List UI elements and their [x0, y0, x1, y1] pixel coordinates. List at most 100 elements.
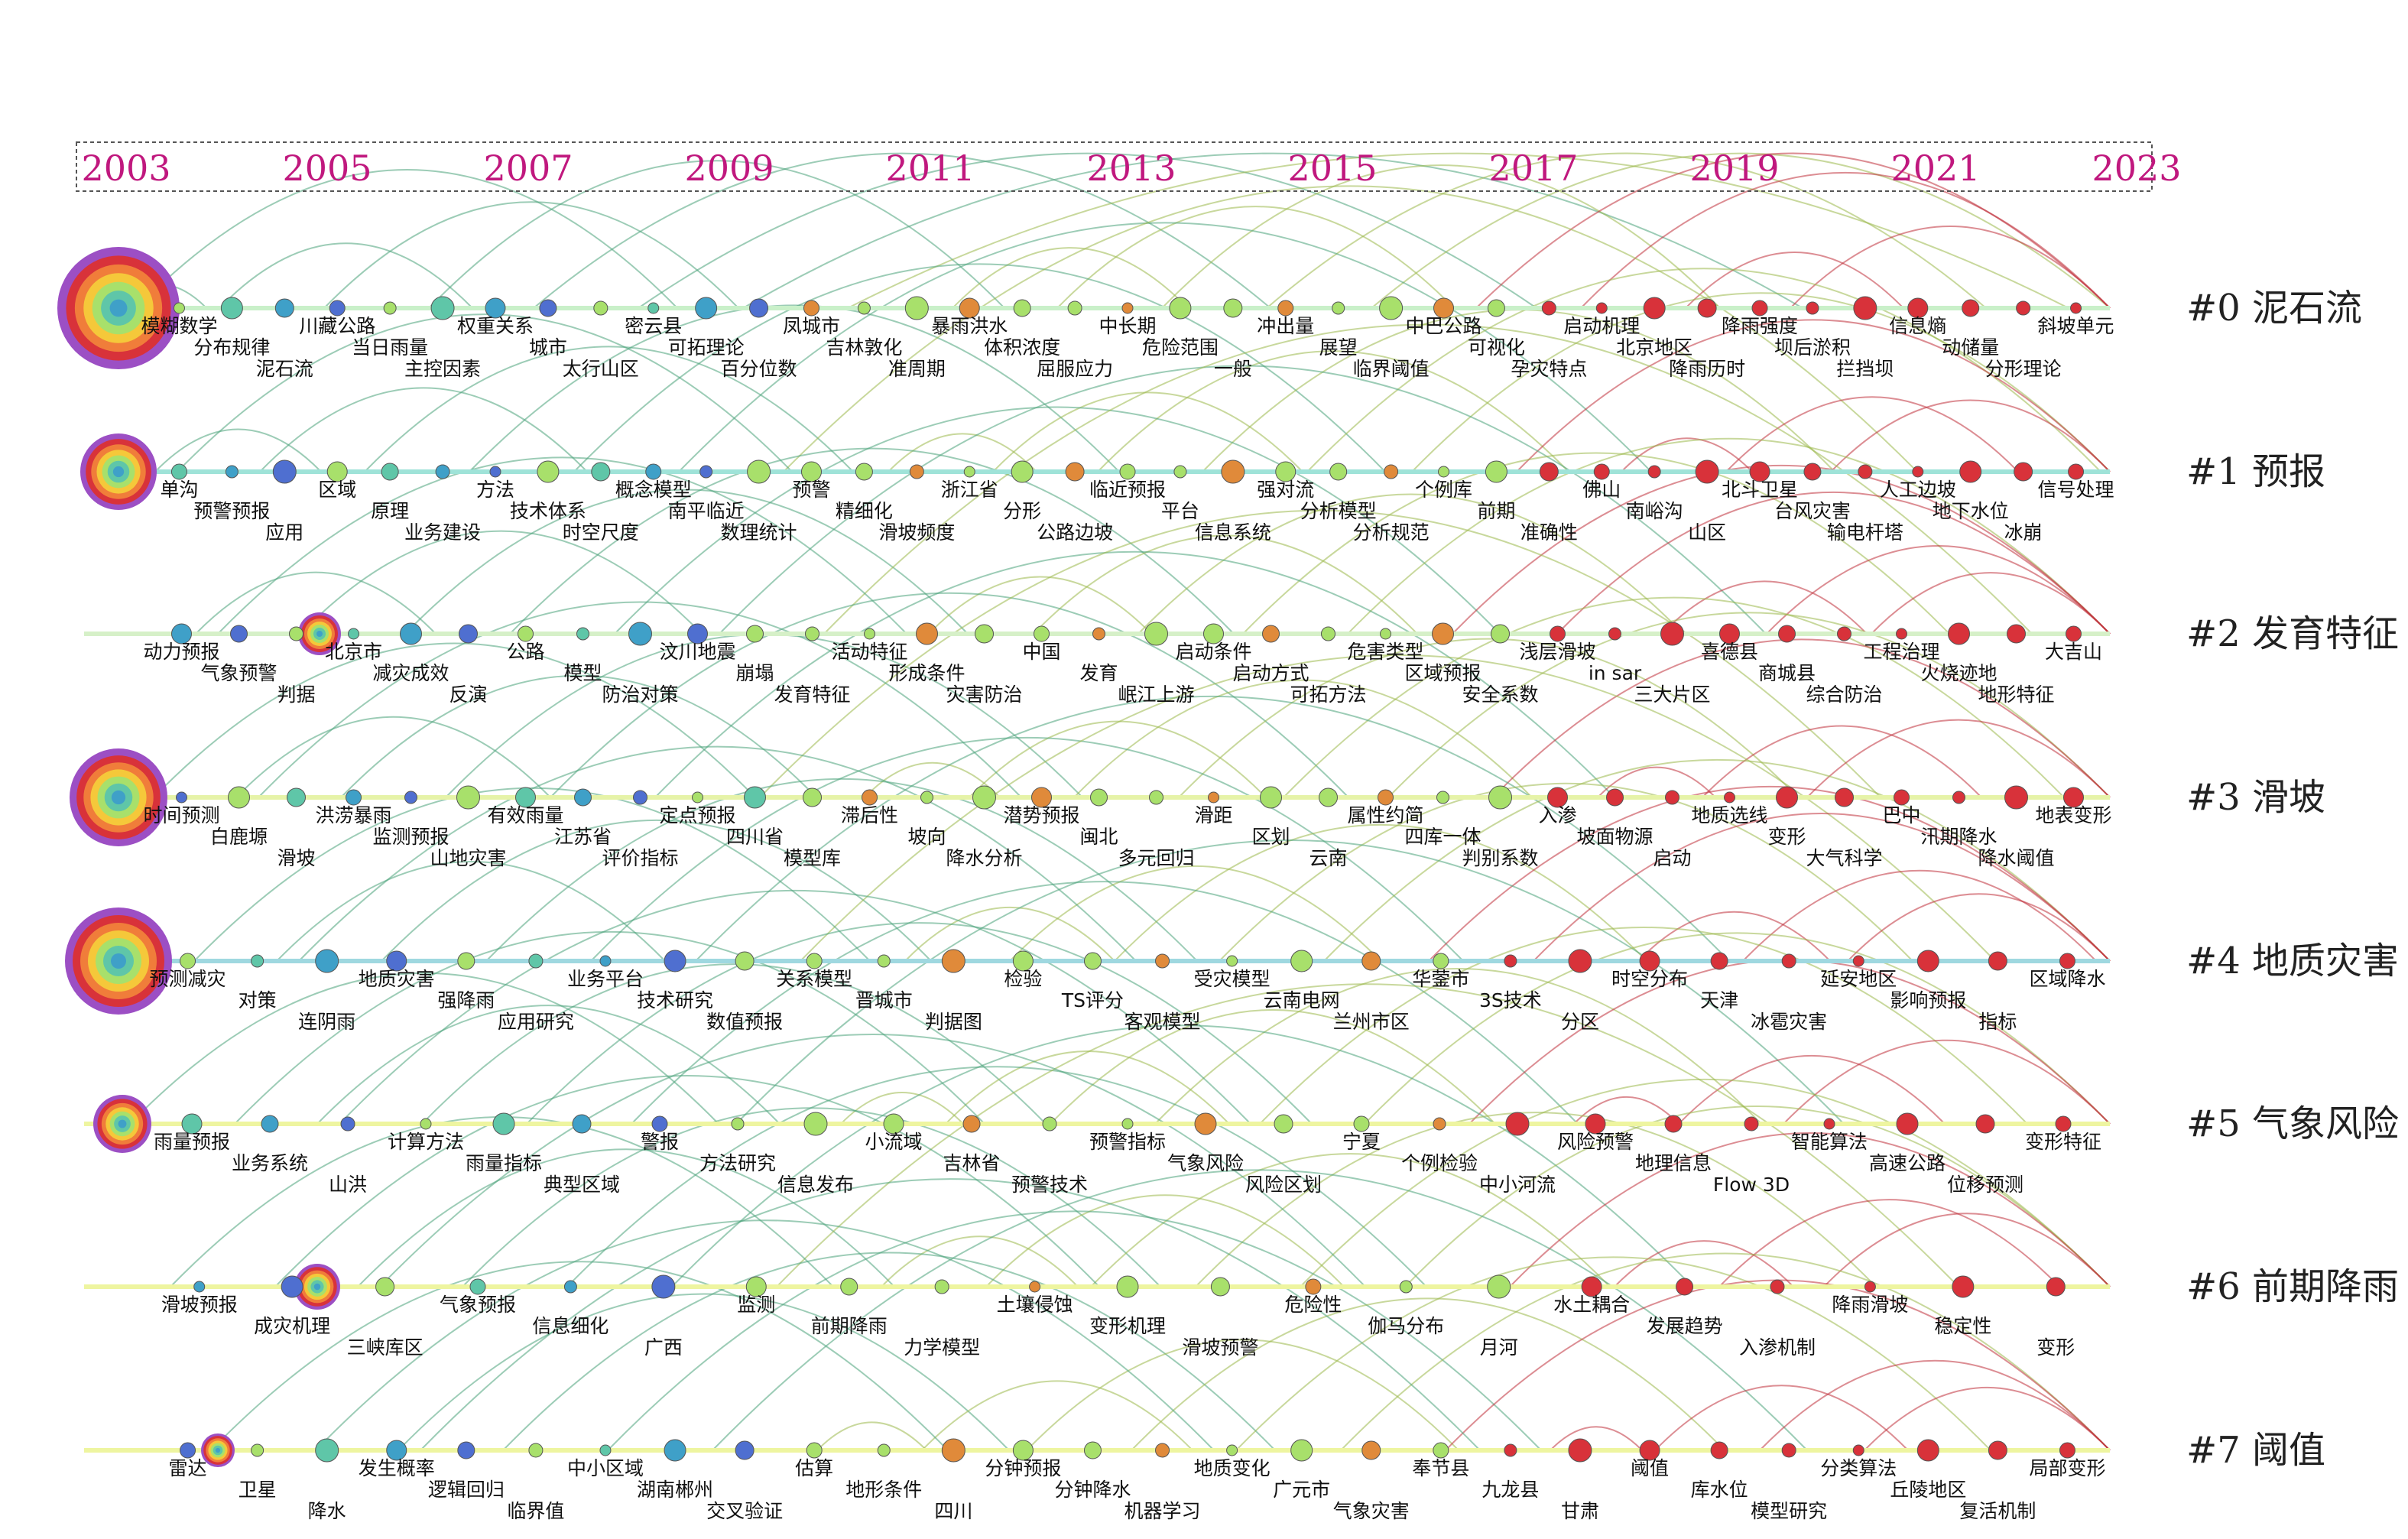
co-citation-arc — [1556, 492, 2111, 635]
keyword-node — [2068, 463, 2085, 480]
keyword-node — [1749, 461, 1770, 482]
keyword-label: 检验 — [1004, 968, 1042, 990]
keyword-node — [1169, 297, 1192, 320]
keyword-label: in sar — [1589, 662, 1642, 684]
keyword-node — [1852, 955, 1864, 967]
keyword-label: 坝后淤积 — [1774, 336, 1851, 359]
keyword-node — [745, 1276, 767, 1297]
co-citation-arc — [1614, 1240, 1794, 1287]
co-citation-arc — [1475, 152, 2111, 309]
keyword-node — [274, 298, 294, 318]
keyword-label: 大气科学 — [1806, 847, 1882, 869]
keyword-label: 人工边坡 — [1880, 479, 1956, 501]
keyword-label: 判据图 — [925, 1011, 982, 1033]
hub-node — [65, 907, 172, 1015]
cluster-label: #1 预报 — [2186, 450, 2325, 493]
keyword-node — [699, 465, 713, 479]
keyword-node — [941, 1438, 965, 1463]
keyword-node — [1664, 1115, 1683, 1133]
keyword-label: 降水 — [308, 1500, 346, 1522]
keyword-node — [492, 1112, 515, 1135]
year-label: 2011 — [885, 148, 975, 189]
co-citation-arc — [136, 169, 678, 309]
keyword-label: 发育特征 — [774, 683, 850, 706]
keyword-node — [375, 1277, 395, 1297]
keyword-node — [251, 1443, 264, 1457]
keyword-node — [1119, 463, 1136, 480]
keyword-node — [1432, 622, 1454, 645]
keyword-label: 精细化 — [836, 500, 893, 522]
keyword-label: 甘肃 — [1561, 1500, 1599, 1522]
keyword-label: 可拓方法 — [1290, 683, 1366, 706]
keyword-node — [289, 626, 303, 641]
year-label: 2005 — [282, 148, 372, 189]
keyword-node — [2055, 1115, 2072, 1132]
keyword-node — [1433, 1117, 1446, 1131]
keyword-node — [1744, 1116, 1759, 1132]
keyword-label: 临界值 — [507, 1500, 564, 1522]
keyword-label: 灾害防治 — [946, 683, 1022, 706]
co-citation-arc — [654, 550, 1615, 798]
keyword-label: 卫星 — [239, 1479, 277, 1501]
co-citation-arc — [1702, 725, 1982, 798]
keyword-label: 山洪 — [329, 1174, 367, 1196]
keyword-label: 平台 — [1161, 500, 1199, 522]
co-citation-arc — [1154, 967, 1762, 1125]
keyword-node — [170, 463, 187, 480]
keyword-label: 启动机理 — [1563, 315, 1640, 337]
keyword-node — [963, 466, 975, 478]
keyword-node — [1912, 466, 1924, 478]
keyword-label: 智能算法 — [1791, 1131, 1868, 1153]
keyword-node — [1505, 1112, 1530, 1136]
keyword-node — [2059, 953, 2075, 969]
keyword-label: 喜德县 — [1701, 641, 1758, 663]
keyword-label: 坡向 — [907, 826, 946, 848]
keyword-node — [1916, 950, 1939, 972]
keyword-node — [1083, 1441, 1102, 1459]
keyword-node — [1155, 953, 1170, 969]
co-citation-arc — [1823, 1213, 2111, 1287]
keyword-label: 九龙县 — [1481, 1479, 1539, 1501]
keyword-label: 概念模型 — [615, 479, 692, 501]
co-citation-arc — [258, 601, 1022, 798]
keyword-node — [862, 789, 878, 806]
keyword-node — [749, 298, 769, 318]
keyword-node — [2014, 462, 2033, 482]
co-citation-arc — [1864, 1387, 2111, 1451]
keyword-label: 分析模型 — [1300, 500, 1377, 522]
keyword-label: TS评分 — [1061, 989, 1124, 1011]
year-label: 2013 — [1086, 148, 1176, 189]
keyword-label: 活动特征 — [831, 641, 907, 663]
keyword-node — [1948, 622, 1970, 645]
keyword-node — [1433, 953, 1449, 969]
keyword-label: 单沟 — [160, 479, 198, 501]
co-citation-arc — [695, 695, 1730, 962]
co-citation-arc — [1847, 893, 2111, 962]
keyword-label: 启动条件 — [1175, 641, 1251, 663]
keyword-label: 典型区域 — [544, 1174, 620, 1196]
co-citation-arc — [1806, 719, 2111, 798]
keyword-node — [1776, 786, 1798, 809]
keyword-node — [1504, 1443, 1517, 1457]
keyword-label: 屈服应力 — [1037, 358, 1113, 380]
keyword-label: 预警预报 — [193, 500, 270, 522]
keyword-label: 方法 — [476, 479, 514, 501]
co-citation-arc — [217, 456, 907, 635]
keyword-label: 浅层滑坡 — [1519, 641, 1595, 663]
keyword-node — [1223, 298, 1243, 318]
hub-node — [93, 1095, 151, 1153]
keyword-node — [1952, 791, 1965, 804]
keyword-label: 主控因素 — [404, 358, 481, 380]
keyword-node — [806, 1442, 823, 1459]
keyword-label: 数值预报 — [706, 1011, 783, 1033]
keyword-label: 泥石流 — [256, 358, 313, 380]
keyword-label: 城市 — [529, 336, 567, 359]
keyword-node — [941, 949, 965, 973]
keyword-label: Flow 3D — [1713, 1174, 1790, 1196]
co-citation-arc — [1266, 152, 1987, 309]
co-citation-arc — [550, 592, 1349, 798]
keyword-label: 数理统计 — [721, 521, 797, 544]
keyword-label: 降雨历时 — [1669, 358, 1745, 380]
keyword-node — [1959, 460, 1982, 483]
co-citation-arc — [1621, 437, 1753, 472]
